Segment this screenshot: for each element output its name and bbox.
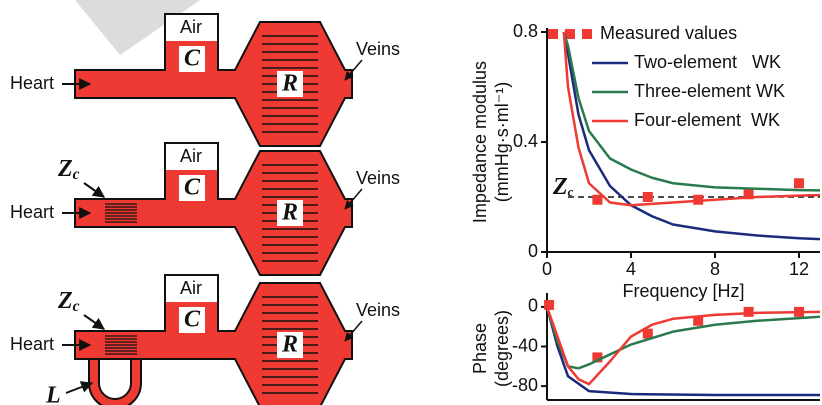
c-label: C — [184, 46, 201, 72]
air-label: Air — [180, 17, 202, 37]
y-tick-label: -40 — [512, 335, 538, 355]
figure: Air C R Heart Veins Air C R Heart Veins Zc Air C R Hea… — [0, 0, 822, 405]
l-label: L — [45, 383, 61, 405]
x-tick-label: 8 — [710, 259, 720, 279]
heart-label: Heart — [10, 73, 54, 93]
measured-point — [544, 300, 554, 310]
y-axis-label: (degrees) — [492, 310, 512, 387]
y-tick-label: 0 — [528, 296, 538, 316]
model-curve — [547, 307, 820, 368]
legend-label: Four-element WK — [634, 110, 780, 130]
legend-label: Two-element WK — [634, 52, 781, 72]
y-axis-label: (mmHg·s·ml⁻¹) — [492, 82, 512, 202]
l-arrow — [66, 383, 92, 393]
y-tick-label: 0.8 — [513, 21, 538, 41]
measured-point — [643, 192, 653, 202]
r-label: R — [281, 332, 298, 358]
legend-label: Measured values — [600, 23, 737, 43]
x-axis-label: Frequency [Hz] — [622, 281, 744, 301]
zc-label: Zc — [57, 288, 80, 315]
zc-label: Zc — [57, 156, 80, 183]
y-tick-label: 0.4 — [513, 131, 538, 151]
x-tick-label: 12 — [789, 259, 809, 279]
zc-arrow — [84, 315, 104, 329]
measured-point — [794, 178, 804, 188]
air-label: Air — [180, 278, 202, 298]
x-tick-label: 0 — [542, 259, 552, 279]
y-tick-label: -80 — [512, 375, 538, 395]
c-label: C — [184, 307, 201, 333]
heart-label: Heart — [10, 334, 54, 354]
zc-annotation-main: Z — [552, 174, 568, 200]
inertance-loop-fill — [94, 355, 136, 404]
x-tick-label: 4 — [626, 259, 636, 279]
zc-label-main: Z — [57, 156, 73, 182]
air-label: Air — [180, 146, 202, 166]
veins-label: Veins — [356, 39, 400, 59]
legend-swatch — [548, 29, 558, 39]
veins-label: Veins — [356, 168, 400, 188]
r-label: R — [281, 71, 298, 97]
y-axis-label: Impedance modulus — [470, 61, 490, 223]
heart-label: Heart — [10, 202, 54, 222]
veins-label: Veins — [356, 300, 400, 320]
y-tick-label: 0 — [528, 241, 538, 261]
legend-swatch — [582, 29, 592, 39]
r-label: R — [281, 200, 298, 226]
measured-point — [592, 195, 602, 205]
zc-annotation-sub: c — [568, 184, 574, 199]
y-axis-label: Phase — [470, 323, 490, 374]
zc-label-sub: c — [73, 298, 80, 315]
c-label: C — [184, 175, 201, 201]
zc-annotation: Zc — [552, 174, 574, 200]
zc-arrow — [84, 183, 104, 197]
zc-label-main: Z — [57, 288, 73, 314]
zc-label-sub: c — [73, 166, 80, 183]
legend-label: Three-element WK — [634, 81, 785, 101]
